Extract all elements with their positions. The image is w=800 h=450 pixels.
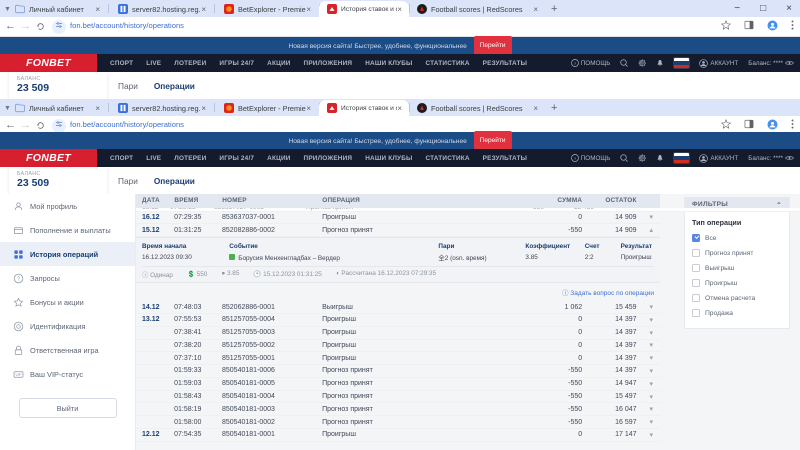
- svg-text:?: ?: [17, 276, 20, 282]
- svg-text:?: ?: [574, 61, 577, 66]
- svg-text:?: ?: [574, 156, 577, 161]
- svg-text:VIP: VIP: [15, 372, 22, 376]
